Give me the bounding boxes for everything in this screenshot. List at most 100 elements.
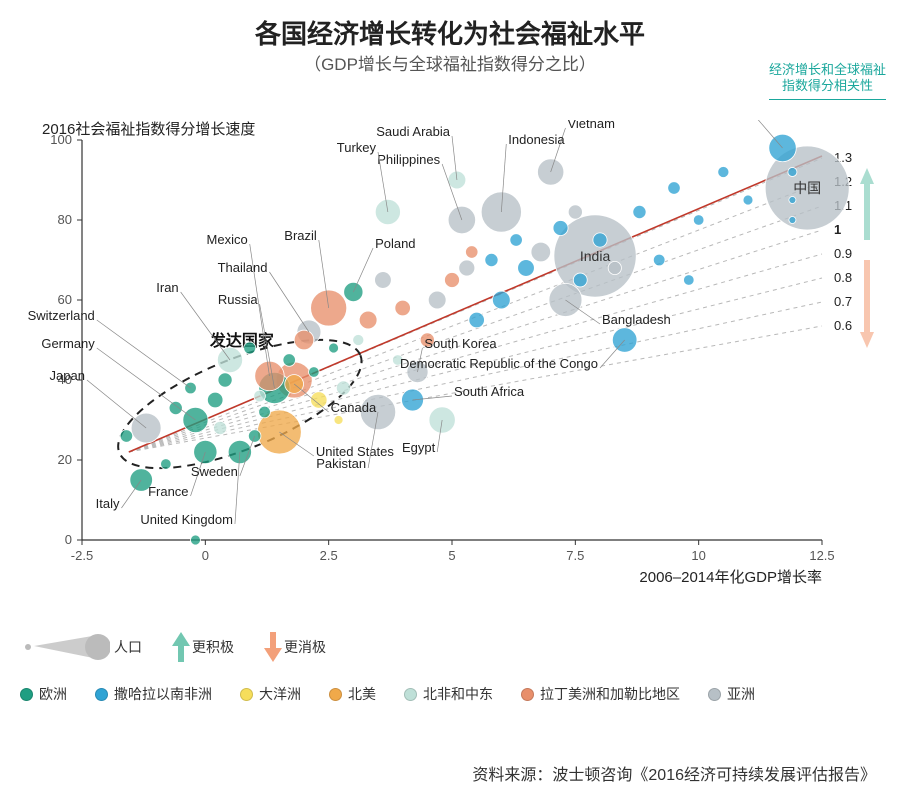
svg-text:7.5: 7.5	[566, 548, 584, 563]
bubble	[684, 275, 695, 286]
bubble	[789, 217, 796, 224]
bubble	[283, 354, 295, 366]
bubble	[518, 260, 535, 277]
svg-text:Turkey: Turkey	[337, 140, 377, 155]
bubble	[207, 392, 223, 408]
svg-text:10: 10	[691, 548, 705, 563]
bubble	[492, 291, 510, 309]
bubble	[743, 195, 753, 205]
legend-region-oceania: 大洋洲	[240, 684, 301, 704]
svg-text:-2.5: -2.5	[71, 548, 93, 563]
bubble	[485, 253, 498, 266]
legend-arrow-negative: 更消极	[262, 630, 326, 664]
bubble	[510, 234, 522, 246]
svg-text:0: 0	[202, 548, 209, 563]
svg-text:Germany: Germany	[41, 336, 95, 351]
svg-text:0: 0	[65, 532, 72, 547]
bubble	[531, 242, 551, 262]
bubble	[459, 260, 475, 276]
svg-text:Iran: Iran	[156, 280, 178, 295]
bubble	[353, 334, 364, 345]
svg-text:Vietnam: Vietnam	[567, 120, 614, 131]
bubble	[668, 182, 680, 194]
svg-text:Democratic Republic of the Con: Democratic Republic of the Congo	[400, 356, 598, 371]
svg-text:80: 80	[58, 212, 72, 227]
bubble	[718, 166, 729, 177]
svg-text:20: 20	[58, 452, 72, 467]
legend-region-ssa: 撒哈拉以南非洲	[95, 684, 212, 704]
svg-text:Poland: Poland	[375, 236, 415, 251]
bubble	[185, 382, 197, 394]
correlation-label-l2: 指数得分相关性	[782, 78, 873, 93]
svg-text:Bangladesh: Bangladesh	[602, 312, 671, 327]
bubble	[788, 167, 797, 176]
bubble	[244, 342, 256, 354]
bubble	[465, 246, 477, 258]
svg-text:Russia: Russia	[218, 292, 259, 307]
legend-arrow-negative-label: 更消极	[284, 637, 326, 657]
legend-arrow-positive-label: 更积极	[192, 637, 234, 657]
svg-text:Brazil: Brazil	[284, 228, 317, 243]
svg-text:0.9: 0.9	[834, 246, 852, 261]
legend-arrow-positive: 更积极	[170, 630, 234, 664]
source-attribution: 资料来源：波士顿咨询《2016经济可持续发展评估报告》	[472, 761, 876, 785]
svg-text:Japan: Japan	[50, 368, 85, 383]
svg-text:Indonesia: Indonesia	[508, 132, 565, 147]
bubble	[120, 430, 132, 442]
correlation-label: 经济增长和全球福祉 指数得分相关性	[769, 62, 886, 100]
svg-text:Italy: Italy	[96, 496, 120, 511]
svg-text:2016社会福祉指数得分增长速度: 2016社会福祉指数得分增长速度	[42, 121, 255, 138]
bubble	[311, 392, 328, 409]
svg-text:United Kingdom: United Kingdom	[140, 512, 233, 527]
svg-text:Philippines: Philippines	[377, 152, 440, 167]
svg-text:South Africa: South Africa	[454, 384, 525, 399]
legend-population-label: 人口	[114, 637, 142, 657]
arrow-down-icon	[262, 630, 284, 664]
svg-text:Canada: Canada	[331, 400, 377, 415]
bubble	[573, 273, 587, 287]
bubble	[789, 197, 796, 204]
legend-region-europe: 欧洲	[20, 684, 67, 704]
legend-population: 人口	[20, 632, 142, 662]
bubble	[608, 261, 621, 274]
svg-text:Switzerland: Switzerland	[28, 308, 95, 323]
bubble	[375, 272, 392, 289]
bubble	[593, 233, 607, 247]
arrow-up-icon	[170, 630, 192, 664]
svg-text:60: 60	[58, 292, 72, 307]
correlation-label-l1: 经济增长和全球福祉	[769, 62, 886, 77]
bubble	[633, 205, 646, 218]
svg-text:2006–2014年化GDP增长率: 2006–2014年化GDP增长率	[639, 569, 822, 586]
legend-region-mena: 北非和中东	[404, 684, 493, 704]
svg-text:0.8: 0.8	[834, 270, 852, 285]
svg-text:中国: 中国	[793, 180, 821, 196]
chart-title: 各国经济增长转化为社会福祉水平	[0, 14, 900, 51]
bubble	[693, 215, 704, 226]
bubble	[218, 373, 232, 387]
svg-text:Thailand: Thailand	[218, 260, 268, 275]
bubble	[359, 311, 377, 329]
legend-regions: 欧洲 撒哈拉以南非洲 大洋洲 北美 北非和中东 拉丁美洲和加勒比地区 亚洲	[20, 684, 880, 710]
bubble	[334, 415, 343, 424]
bubble	[553, 220, 568, 235]
svg-text:Pakistan: Pakistan	[316, 456, 366, 471]
bubble	[329, 343, 339, 353]
svg-text:2.5: 2.5	[320, 548, 338, 563]
bubble	[428, 291, 446, 309]
bubble	[161, 459, 172, 470]
svg-text:1: 1	[834, 222, 841, 237]
bubble	[653, 254, 665, 266]
svg-text:Sweden: Sweden	[191, 464, 238, 479]
svg-text:5: 5	[448, 548, 455, 563]
bubble	[568, 205, 582, 219]
bubble	[444, 272, 459, 287]
bubble	[169, 401, 182, 414]
legend-region-asia: 亚洲	[708, 684, 755, 704]
scatter-chart: 1.31.21.110.90.80.70.6-2.502.557.51012.5…	[20, 120, 880, 600]
bubble	[395, 300, 411, 316]
svg-text:France: France	[148, 484, 188, 499]
bubble	[336, 381, 350, 395]
legend-region-lac: 拉丁美洲和加勒比地区	[521, 684, 680, 704]
bubble	[259, 406, 271, 418]
legend-region-north_america: 北美	[329, 684, 376, 704]
